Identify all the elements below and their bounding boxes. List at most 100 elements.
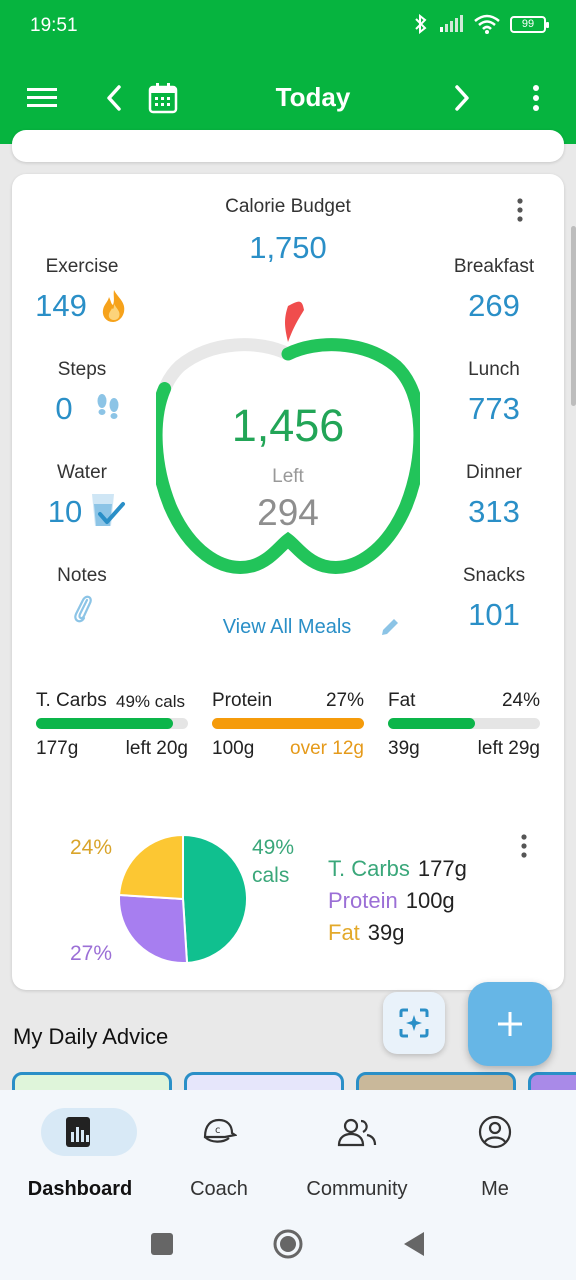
macro-percent: 49% cals <box>116 692 185 711</box>
water-label: Water <box>57 462 107 483</box>
meal-label-dinner: Dinner <box>466 462 522 483</box>
community-icon <box>337 1118 377 1147</box>
recents-icon[interactable] <box>150 1232 174 1256</box>
menu-icon[interactable] <box>24 80 60 116</box>
calorie-budget-value[interactable]: 1,750 <box>249 230 327 265</box>
pie-more-icon[interactable] <box>520 834 528 860</box>
macro-grams: 39g <box>388 738 420 759</box>
pie-slice-protein[interactable] <box>118 893 189 964</box>
svg-text:c: c <box>215 1125 221 1136</box>
paperclip-icon[interactable] <box>72 592 94 624</box>
calorie-budget-label: Calorie Budget <box>225 196 351 217</box>
macro-name: Fat <box>388 690 416 711</box>
pie-label-carbs: 49% <box>252 836 295 859</box>
scrollbar[interactable] <box>571 226 576 406</box>
pie-slice-t-carbs[interactable] <box>182 833 248 964</box>
nav-dashboard[interactable]: Dashboard <box>8 1108 152 1201</box>
macro-name: Protein <box>212 690 273 711</box>
bluetooth-icon <box>415 14 427 34</box>
home-icon[interactable] <box>272 1228 304 1260</box>
macro-status: left 29g <box>477 738 540 759</box>
app-bar: Today <box>0 52 576 144</box>
macro-progress-track <box>212 718 364 729</box>
legend-fat: Fat 39g <box>328 920 405 946</box>
ai-scan-icon <box>399 1008 429 1038</box>
meal-label-snacks: Snacks <box>462 565 526 586</box>
macro-pie-chart[interactable] <box>116 832 250 966</box>
exercise-label: Exercise <box>45 256 119 277</box>
macro-progress-track <box>36 718 188 729</box>
status-time: 19:51 <box>30 15 78 36</box>
battery-icon: 99 <box>510 15 549 33</box>
nav-label-community: Community <box>306 1178 408 1200</box>
plus-icon <box>498 1012 522 1036</box>
macro-progress-fill <box>212 718 364 729</box>
steps-label: Steps <box>57 359 107 380</box>
meal-value-breakfast[interactable]: 269 <box>468 288 520 323</box>
calorie-summary-card: Calorie Budget 1,750 Exercise 149 Steps … <box>12 174 564 990</box>
page-title[interactable]: Today <box>275 82 351 112</box>
legend-carbs: T. Carbs 177g <box>328 856 467 882</box>
notes-label: Notes <box>57 565 107 586</box>
macro-name: T. Carbs <box>36 690 107 711</box>
profile-icon <box>478 1115 512 1149</box>
legend-name: Fat <box>328 920 360 945</box>
macro-percent: 27% <box>325 690 364 711</box>
legend-grams: 39g <box>367 920 405 945</box>
macro-progress-fill <box>36 718 173 729</box>
coach-icon: c <box>203 1118 237 1143</box>
view-all-meals-link[interactable]: View All Meals <box>222 616 352 638</box>
pie-label-carbs-unit: cals <box>252 864 290 887</box>
meal-label-lunch: Lunch <box>468 359 520 380</box>
water-value[interactable]: 10 <box>47 494 83 529</box>
macro-percent: 24% <box>501 690 540 711</box>
nav-me[interactable]: Me <box>423 1108 567 1201</box>
eaten-calories: 1,456 <box>231 400 345 451</box>
left-calories: 294 <box>257 492 319 533</box>
steps-value[interactable]: 0 <box>55 391 73 426</box>
edit-pencil-icon[interactable] <box>379 616 401 638</box>
nav-coach[interactable]: c Coach <box>147 1108 291 1201</box>
meal-value-dinner[interactable]: 313 <box>468 494 520 529</box>
apple-stem-icon <box>285 301 304 342</box>
scan-food-button[interactable] <box>383 992 445 1054</box>
pie-label-protein: 27% <box>70 942 113 965</box>
add-button[interactable] <box>468 982 552 1066</box>
calorie-progress-arc <box>156 338 420 574</box>
back-icon[interactable] <box>402 1230 426 1258</box>
nav-label-dashboard: Dashboard <box>27 1178 133 1200</box>
macro-progress-fill <box>388 718 475 729</box>
dashboard-icon <box>66 1117 90 1147</box>
macro-status: left 20g <box>125 738 188 759</box>
legend-grams: 100g <box>405 888 455 913</box>
macro-grams: 177g <box>36 738 79 759</box>
meal-label-breakfast: Breakfast <box>453 256 535 277</box>
pie-label-fat: 24% <box>70 836 113 859</box>
meal-value-snacks[interactable]: 101 <box>468 597 520 632</box>
macro-status: over 12g <box>290 738 364 759</box>
nav-label-coach: Coach <box>190 1178 248 1200</box>
water-glass-icon <box>92 494 125 526</box>
card-more-icon[interactable] <box>516 198 524 224</box>
exercise-value[interactable]: 149 <box>35 288 87 323</box>
bottom-navigation: Dashboard c Coach Community Me <box>0 1090 576 1208</box>
chevron-right-icon[interactable] <box>444 80 480 116</box>
legend-grams: 177g <box>417 856 467 881</box>
legend-name: Protein <box>328 888 398 913</box>
legend-name: T. Carbs <box>328 856 410 881</box>
legend-protein: Protein 100g <box>328 888 455 914</box>
footprints-icon <box>97 394 119 419</box>
nav-label-me: Me <box>481 1178 509 1200</box>
system-navigation-bar <box>0 1208 576 1280</box>
nav-community[interactable]: Community <box>285 1108 429 1201</box>
advice-carousel[interactable] <box>0 1072 576 1102</box>
more-vertical-icon[interactable] <box>518 80 554 116</box>
calendar-icon[interactable] <box>145 80 181 116</box>
left-label: Left <box>272 466 304 487</box>
pie-slice-fat[interactable] <box>118 833 184 901</box>
chevron-left-icon[interactable] <box>96 80 132 116</box>
wifi-icon <box>474 14 500 34</box>
flame-icon <box>102 290 125 322</box>
apple-progress-ring[interactable] <box>156 296 420 586</box>
meal-value-lunch[interactable]: 773 <box>468 391 520 426</box>
